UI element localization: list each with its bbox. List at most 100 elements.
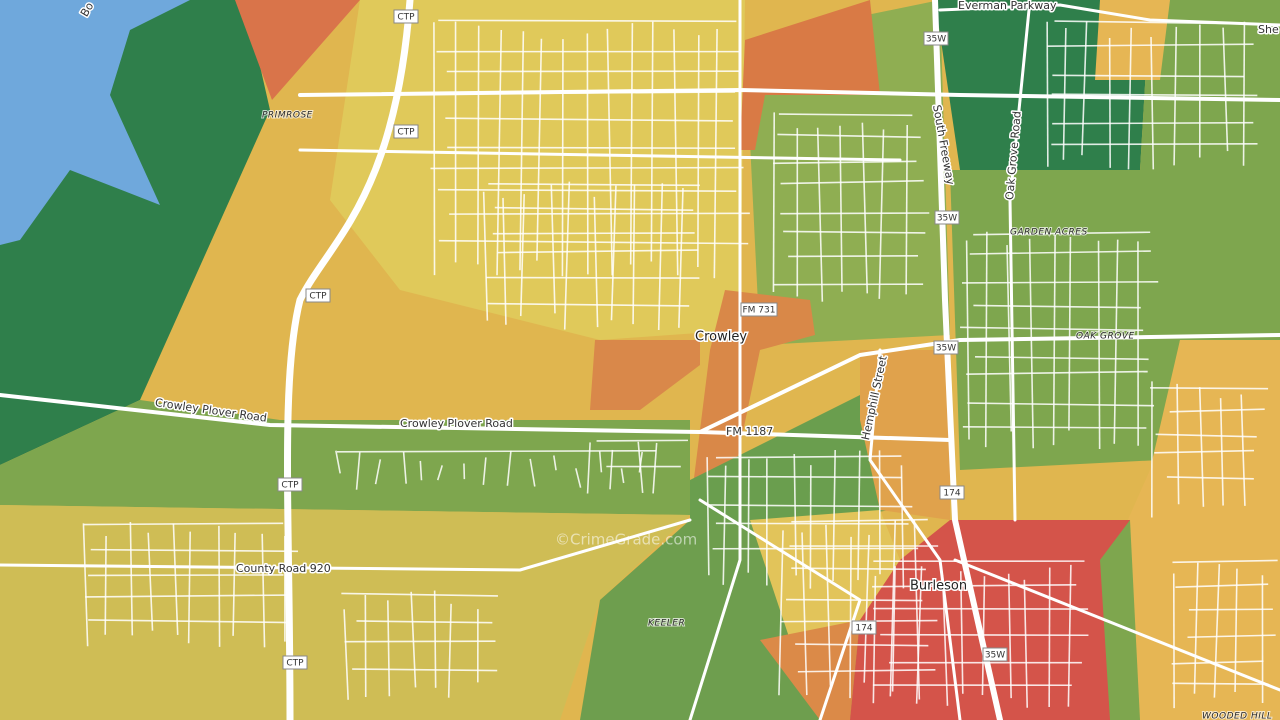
region — [590, 340, 700, 410]
road — [953, 558, 1280, 692]
highway — [284, 0, 414, 720]
street — [857, 450, 861, 581]
street — [791, 567, 926, 571]
street — [1052, 121, 1254, 125]
shield: CTP — [393, 9, 419, 24]
street — [1097, 240, 1101, 449]
shield-text: 35W — [937, 214, 957, 224]
street — [620, 468, 625, 484]
street — [706, 457, 710, 576]
street — [553, 455, 557, 471]
street — [447, 146, 736, 150]
street — [872, 575, 877, 704]
street — [356, 620, 493, 624]
street — [477, 25, 480, 265]
area-label: PRIMROSE — [262, 111, 313, 121]
street — [1171, 660, 1264, 665]
street — [1046, 21, 1049, 167]
street — [610, 185, 617, 321]
shield: CTP — [393, 124, 419, 139]
street — [1187, 634, 1276, 639]
street — [1166, 476, 1254, 480]
street — [873, 607, 1089, 610]
street — [1113, 239, 1119, 444]
street — [872, 583, 1077, 588]
street — [778, 530, 784, 696]
street — [482, 457, 487, 485]
shield: 174 — [939, 485, 965, 500]
street — [832, 449, 836, 582]
shield: CTP — [277, 477, 303, 492]
street — [816, 127, 824, 302]
area-label: KEELER — [648, 619, 685, 629]
street — [575, 468, 582, 488]
road-label: FM 1187 — [726, 425, 773, 438]
shield: CTP — [305, 288, 331, 303]
street — [410, 591, 417, 688]
region — [950, 0, 1280, 470]
street — [777, 133, 921, 139]
road-label: Everman Parkway — [958, 0, 1057, 12]
street — [772, 112, 776, 293]
street — [780, 212, 930, 215]
street — [337, 449, 657, 453]
street — [788, 255, 919, 258]
region — [235, 0, 360, 100]
street — [598, 451, 603, 473]
street — [1154, 449, 1255, 454]
street — [1175, 583, 1269, 588]
street — [218, 525, 221, 647]
street — [449, 212, 750, 215]
street — [1007, 573, 1012, 699]
street — [506, 450, 512, 486]
street — [343, 609, 349, 700]
street — [129, 521, 134, 636]
street — [839, 125, 843, 292]
street — [341, 592, 498, 597]
road — [1008, 0, 1032, 522]
street — [1193, 562, 1199, 694]
street — [773, 160, 917, 165]
street — [1176, 383, 1180, 505]
street — [1172, 559, 1278, 564]
street — [697, 35, 700, 267]
road — [298, 148, 902, 162]
road — [698, 498, 862, 720]
street — [1150, 37, 1155, 170]
street — [715, 522, 909, 525]
region — [740, 0, 880, 150]
region — [935, 0, 1150, 170]
street — [1081, 21, 1088, 156]
street — [88, 619, 291, 624]
street — [85, 594, 292, 598]
street — [335, 450, 341, 474]
shield-text: CTP — [286, 659, 304, 669]
street — [650, 21, 654, 262]
area-label: OAK GROVE — [1076, 332, 1135, 342]
street — [374, 459, 382, 485]
shield: 35W — [982, 647, 1008, 662]
street — [629, 23, 634, 265]
street — [561, 39, 564, 277]
street — [438, 19, 737, 23]
street — [795, 643, 929, 647]
shield-text: CTP — [309, 292, 327, 302]
street — [632, 184, 636, 325]
street — [962, 425, 1147, 429]
road — [938, 3, 1280, 27]
lake — [0, 0, 190, 245]
street — [793, 454, 797, 576]
street — [609, 449, 614, 490]
street — [966, 370, 1148, 375]
shield-text: FM 731 — [743, 306, 776, 316]
street — [880, 633, 1089, 637]
street — [825, 524, 832, 686]
street — [967, 402, 1155, 407]
street — [849, 536, 852, 699]
street — [529, 458, 536, 487]
region — [1100, 520, 1140, 720]
street — [402, 451, 407, 484]
street — [492, 232, 695, 235]
street — [783, 230, 926, 234]
